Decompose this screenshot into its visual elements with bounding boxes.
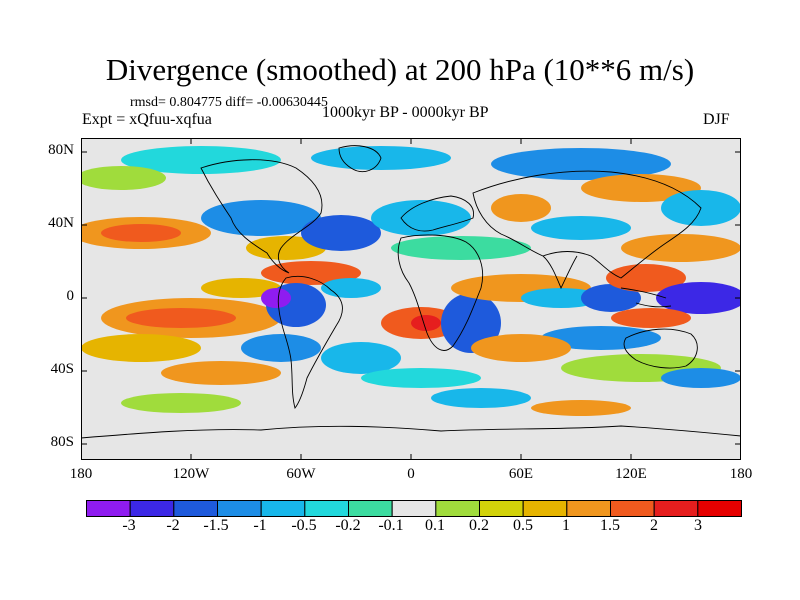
colorbar-swatch [391,500,437,517]
colorbar-swatch [129,500,175,517]
colorbar-label: -0.2 [335,517,361,534]
colorbar-swatch [479,500,524,517]
lon-label-60e: 60E [508,466,534,482]
colorbar-swatch [653,500,699,517]
colorbar-swatch [173,500,218,517]
colorbar-swatch [566,500,611,517]
lon-label-180w: 180 [69,466,93,482]
plot-title: Divergence (smoothed) at 200 hPa (10**6 … [105,52,695,87]
colorbar-label: -2 [166,517,180,534]
colorbar-label: 2 [650,517,658,534]
lat-label-80n: 80N [48,142,74,158]
colorbar-swatch [304,500,349,517]
colorbar-swatch [217,500,262,517]
colorbar-swatch [522,500,568,517]
colorbar-label: 3 [694,517,702,534]
colorbar-swatch [435,500,480,517]
colorbar-swatch [348,500,393,517]
season-label: DJF [703,111,730,128]
lon-label-120w: 120W [172,466,210,482]
field-blobs [81,146,741,416]
lon-label-180e: 180 [729,466,753,482]
colorbar [86,500,742,517]
colorbar-label: 0.2 [469,517,489,534]
period-label: 1000kyr BP - 0000kyr BP [322,104,489,121]
colorbar-label: 0.5 [513,517,533,534]
map-ticks [81,138,741,460]
colorbar-label: 0.1 [425,517,445,534]
coastlines [81,145,741,439]
colorbar-label: 1 [562,517,570,534]
colorbar-label: -1 [253,517,267,534]
experiment-label: Expt = xQfuu-xqfua [82,111,212,128]
lat-label-40n: 40N [48,215,74,231]
stats-line: rmsd= 0.804775 diff= -0.00630445 [130,95,328,110]
divergence-map [81,138,741,460]
lon-label-120e: 120E [615,466,647,482]
lat-label-0: 0 [66,288,75,304]
lon-label-0: 0 [407,466,415,482]
lat-label-80s: 80S [50,434,74,450]
colorbar-swatch [610,500,655,517]
colorbar-label: -0.5 [291,517,317,534]
colorbar-label: -3 [122,517,136,534]
colorbar-swatch [86,500,131,517]
colorbar-swatch [697,500,742,517]
colorbar-label: -1.5 [203,517,229,534]
lon-label-60w: 60W [286,466,316,482]
lat-label-40s: 40S [50,361,74,377]
colorbar-swatch [260,500,306,517]
colorbar-label: -0.1 [378,517,404,534]
colorbar-label: 1.5 [600,517,620,534]
